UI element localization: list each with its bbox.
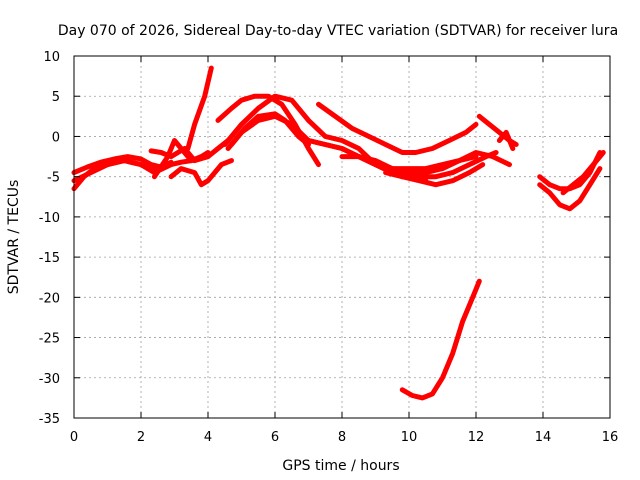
grid <box>74 56 610 418</box>
x-tick-label: 2 <box>137 430 145 445</box>
series-line-arc-16 <box>366 150 499 180</box>
series-line-arc-3 <box>71 158 171 184</box>
series-line-arc-20 <box>537 166 603 212</box>
y-tick-label: -15 <box>39 251 60 266</box>
series-line-arc-11 <box>229 111 311 147</box>
x-axis-label: GPS time / hours <box>282 458 399 474</box>
series-line-arc-12 <box>316 101 479 155</box>
y-tick-label: 10 <box>43 50 60 65</box>
x-tick-label: 16 <box>602 430 619 445</box>
series-line-arc-8 <box>215 93 321 168</box>
x-tick-label: 4 <box>204 430 212 445</box>
series-line-arc-21 <box>560 150 606 196</box>
x-tick-label: 14 <box>535 430 552 445</box>
series-line-arc-6 <box>185 65 214 151</box>
series-line-arc-7 <box>168 158 234 188</box>
y-tick-label: -30 <box>39 372 60 387</box>
x-tick-label: 6 <box>271 430 279 445</box>
y-axis: 10 5 0 -5 -10 -15 -20 -25 -30 -35 <box>39 50 610 427</box>
chart-title: Day 070 of 2026, Sidereal Day-to-day VTE… <box>58 23 618 39</box>
y-tick-label: -20 <box>39 291 60 306</box>
series-line-arc-9 <box>222 93 395 176</box>
y-tick-label: 5 <box>52 90 60 105</box>
y-tick-label: 0 <box>52 130 60 145</box>
y-axis-label: SDTVAR / TECUs <box>6 180 22 295</box>
x-axis: 0 2 4 6 8 10 12 14 16 <box>70 56 618 445</box>
series-line-arc-22 <box>399 278 482 401</box>
series-line-arc-18 <box>496 129 516 151</box>
y-tick-label: -25 <box>39 332 60 347</box>
x-tick-label: 8 <box>338 430 346 445</box>
x-tick-label: 0 <box>70 430 78 445</box>
y-tick-label: -5 <box>47 171 60 186</box>
x-tick-label: 12 <box>468 430 485 445</box>
x-tick-label: 10 <box>401 430 418 445</box>
series-layer <box>71 65 606 401</box>
y-tick-label: -35 <box>39 412 60 427</box>
y-tick-label: -10 <box>39 211 60 226</box>
series-line-arc-5 <box>148 146 211 164</box>
